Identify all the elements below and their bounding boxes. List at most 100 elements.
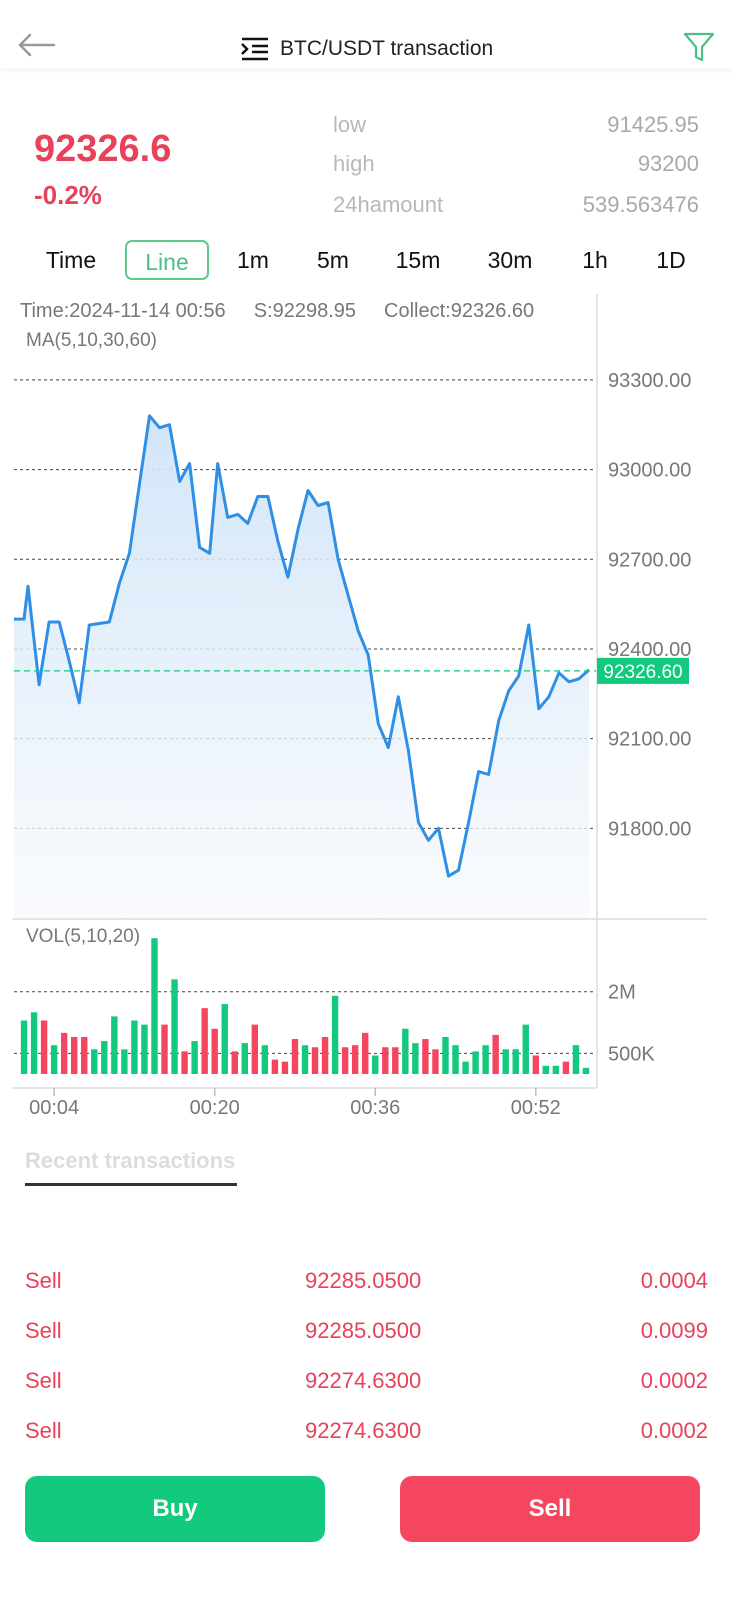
trade-price: 92274.6300 <box>305 1418 422 1443</box>
volume-bar <box>50 1045 58 1074</box>
volume-bar <box>261 1045 269 1074</box>
volume-bar <box>221 1004 228 1074</box>
volume-bar <box>462 1061 469 1074</box>
volume-bar <box>482 1045 489 1074</box>
price-chart[interactable]: 93300.00 93000.00 92700.00 92400.00 92100.00… <box>0 290 733 1130</box>
high-value: 93200 <box>637 151 699 176</box>
volume-bar <box>412 1043 419 1074</box>
tab-1m[interactable]: 1m <box>237 247 269 273</box>
chart-info-row: Time:2024-11-14 00:56 S:92298.95 Collect:9… <box>20 300 562 323</box>
price-tick-label: 92700.00 <box>608 549 691 571</box>
volume-bar <box>382 1047 389 1074</box>
trade-price: 92285.0500 <box>305 1318 422 1343</box>
menu-list-icon <box>241 37 268 61</box>
volume-bar <box>311 1047 319 1074</box>
volume-bar <box>141 1024 148 1074</box>
tab-30m[interactable]: 30m <box>487 247 533 273</box>
volume-bar <box>442 1036 449 1074</box>
price-tick-label: 93300.00 <box>608 370 691 392</box>
pair-selector[interactable]: BTC/USDT transaction <box>240 34 493 64</box>
tab-line[interactable]: Line <box>125 240 209 280</box>
trade-row: Sell 92285.0500 0.0004 <box>25 1262 708 1302</box>
volume-bar <box>181 1051 188 1074</box>
sell-button[interactable]: Sell <box>400 1476 700 1542</box>
volume-bar <box>502 1049 509 1074</box>
volume-bar <box>372 1055 379 1074</box>
tab-1h[interactable]: 1h <box>582 247 608 273</box>
volume-bar <box>211 1028 218 1074</box>
volume-bar <box>281 1061 289 1074</box>
volume-tick-label: 2M <box>608 982 636 1004</box>
amount-label: 24hamount <box>333 192 444 217</box>
recent-transactions-tab[interactable]: Recent transactions <box>25 1148 236 1173</box>
volume-bar <box>582 1067 590 1074</box>
tab-15m[interactable]: 15m <box>395 247 441 273</box>
volume-bar <box>321 1036 329 1074</box>
tab-1d[interactable]: 1D <box>656 247 686 273</box>
vol-label: VOL(5,10,20) <box>26 926 141 947</box>
volume-bar <box>161 1024 168 1074</box>
volume-bar <box>291 1039 299 1074</box>
volume-bar <box>542 1065 550 1074</box>
volume-bar <box>522 1024 529 1074</box>
crosshair-collect: Collect:92326.60 <box>384 300 535 322</box>
tab-underline <box>25 1183 237 1186</box>
low-value: 91425.95 <box>607 112 699 137</box>
crosshair-s: S:92298.95 <box>253 300 357 322</box>
volume-bar <box>251 1024 259 1074</box>
volume-bar <box>81 1036 88 1074</box>
trade-qty: 0.0002 <box>640 1368 708 1393</box>
volume-bar <box>432 1049 439 1074</box>
volume-bar <box>331 995 339 1074</box>
volume-bar <box>301 1045 309 1074</box>
price-tick-label: 93000.00 <box>608 460 691 482</box>
volume-bar <box>20 1020 28 1074</box>
ma-label: MA(5,10,30,60) <box>26 330 157 351</box>
volume-bar <box>131 1020 138 1074</box>
trade-side: Sell <box>25 1418 62 1443</box>
volume-bar <box>60 1032 68 1074</box>
price-area-fill <box>14 415 589 918</box>
volume-bar <box>171 979 178 1074</box>
back-arrow-icon[interactable] <box>16 30 58 60</box>
current-price-label: 92326.60 <box>603 662 682 683</box>
tab-time[interactable]: Time <box>45 247 97 273</box>
volume-bar <box>351 1045 359 1074</box>
volume-bar <box>552 1065 560 1074</box>
volume-bar <box>341 1047 349 1074</box>
price-tick-label: 92100.00 <box>608 729 691 751</box>
tab-5m[interactable]: 5m <box>317 247 349 273</box>
trade-side: Sell <box>25 1268 62 1293</box>
volume-bar <box>241 1043 248 1074</box>
x-tick-label: 00:20 <box>190 1097 240 1119</box>
trade-qty: 0.0002 <box>640 1418 708 1443</box>
volume-bar <box>111 1016 118 1074</box>
price-change: -0.2% <box>34 180 102 210</box>
page-title: BTC/USDT transaction <box>280 37 494 60</box>
volume-bar <box>30 1012 38 1074</box>
volume-bar <box>40 1020 48 1074</box>
x-tick-label: 00:36 <box>350 1097 400 1119</box>
trade-row: Sell 92274.6300 0.0002 <box>25 1412 708 1452</box>
trade-row: Sell 92285.0500 0.0099 <box>25 1312 708 1352</box>
volume-bar <box>452 1045 459 1074</box>
filter-icon[interactable] <box>682 30 716 64</box>
x-tick-label: 00:04 <box>29 1097 79 1119</box>
volume-bar <box>472 1051 479 1074</box>
volume-bar <box>151 938 158 1074</box>
low-label: low <box>333 112 367 137</box>
x-tick-label: 00:52 <box>511 1097 561 1119</box>
price-tick-label: 91800.00 <box>608 818 691 840</box>
current-price-badge <box>597 657 689 684</box>
buy-button[interactable]: Buy <box>25 1476 325 1542</box>
interval-tabs: Time Line 1m 5m 15m 30m 1h 1D <box>0 240 733 288</box>
volume-bar <box>562 1061 570 1074</box>
volume-bar <box>392 1047 399 1074</box>
volume-bar <box>492 1034 499 1074</box>
price-line <box>14 414 590 878</box>
volume-bar <box>91 1049 98 1074</box>
volume-bar <box>231 1051 238 1074</box>
last-price: 92326.6 <box>34 128 172 170</box>
volume-bar <box>71 1036 78 1074</box>
volume-bar <box>402 1028 409 1074</box>
